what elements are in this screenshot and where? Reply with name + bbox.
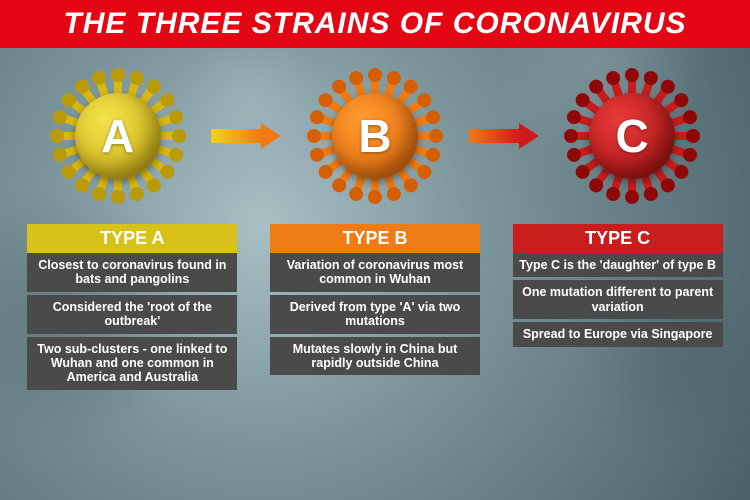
arrow-icon (211, 123, 281, 149)
page-title: THE THREE STRAINS OF CORONAVIRUS (0, 0, 750, 48)
info-header: TYPE C (513, 224, 723, 253)
info-item: Considered the 'root of the outbreak' (27, 295, 237, 334)
virus-c: C (542, 66, 722, 206)
virus-a: A (28, 66, 208, 206)
info-item: Closest to coronavirus found in bats and… (27, 253, 237, 292)
info-item: Spread to Europe via Singapore (513, 322, 723, 346)
info-header: TYPE A (27, 224, 237, 253)
virus-letter: B (358, 109, 391, 163)
info-column: TYPE AClosest to coronavirus found in ba… (27, 224, 237, 390)
virus-letter: C (616, 109, 649, 163)
page-title-text: THE THREE STRAINS OF CORONAVIRUS (63, 7, 686, 40)
info-item: Derived from type 'A' via two mutations (270, 295, 480, 334)
info-item: One mutation different to parent variati… (513, 280, 723, 319)
virus-b: B (285, 66, 465, 206)
info-item: Variation of coronavirus most common in … (270, 253, 480, 292)
info-column: TYPE BVariation of coronavirus most comm… (270, 224, 480, 390)
virus-row: A B C (0, 66, 750, 206)
info-row: TYPE AClosest to coronavirus found in ba… (0, 224, 750, 390)
info-header: TYPE B (270, 224, 480, 253)
info-column: TYPE CType C is the 'daughter' of type B… (513, 224, 723, 390)
arrow-icon (469, 123, 539, 149)
info-item: Mutates slowly in China but rapidly outs… (270, 337, 480, 376)
info-item: Type C is the 'daughter' of type B (513, 253, 723, 277)
info-item: Two sub-clusters - one linked to Wuhan a… (27, 337, 237, 390)
virus-letter: A (101, 109, 134, 163)
